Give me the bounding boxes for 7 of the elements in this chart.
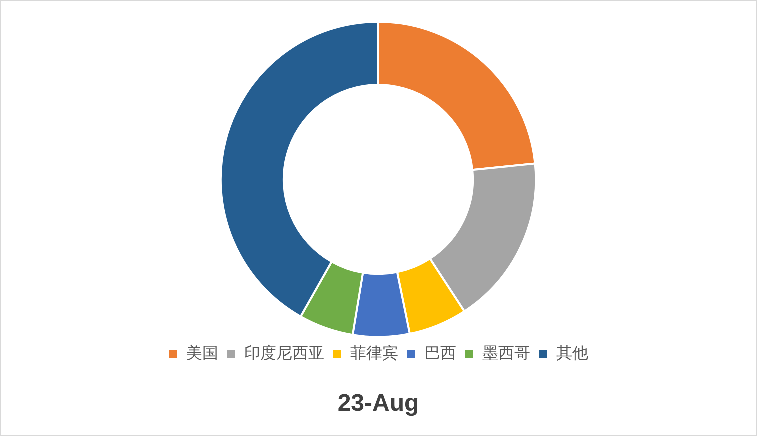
legend-label: 墨西哥 xyxy=(482,343,530,362)
legend-label: 其他 xyxy=(556,343,588,362)
legend-label: 巴西 xyxy=(424,343,456,362)
legend-label: 美国 xyxy=(186,343,218,362)
legend-label: 菲律宾 xyxy=(350,343,398,362)
legend-label: 印度尼西亚 xyxy=(244,343,324,362)
text: 23-Aug xyxy=(338,390,420,418)
